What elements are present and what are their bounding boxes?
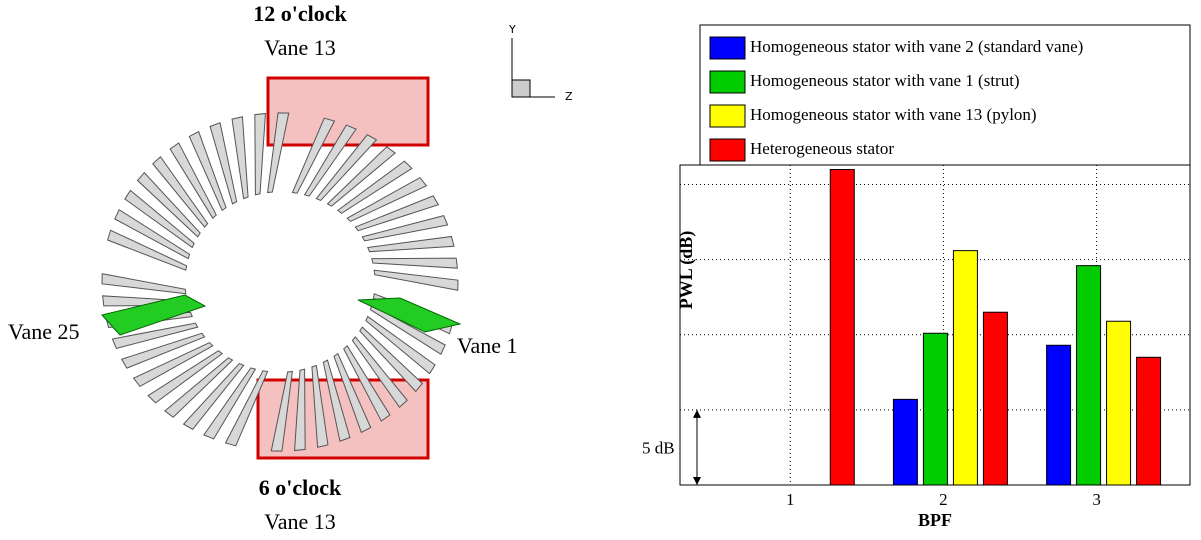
vane [361, 214, 449, 242]
x-tick-label: 1 [786, 490, 795, 509]
vane [120, 332, 206, 369]
legend-swatch [709, 36, 746, 60]
vane [267, 112, 290, 194]
legend-label: Homogeneous stator with vane 13 (pylon) [750, 105, 1037, 124]
bar [1046, 344, 1072, 486]
legend-label: Heterogeneous stator [750, 139, 894, 158]
vane [164, 357, 234, 418]
vane [136, 171, 201, 238]
vane [270, 370, 293, 452]
bar [1076, 265, 1102, 486]
vane [369, 304, 446, 356]
legend-swatch [709, 104, 746, 128]
vane [367, 235, 455, 253]
vane [333, 352, 372, 434]
legend-swatch [709, 138, 746, 162]
arrowhead [693, 409, 701, 418]
vane [322, 359, 351, 442]
left-vane-label: Vane 25 [8, 319, 79, 344]
bar [982, 311, 1008, 486]
legend-swatch [709, 70, 746, 94]
vane [315, 133, 378, 202]
vane [132, 341, 214, 388]
stator-diagram [101, 76, 462, 460]
right-vane-label: Vane 1 [457, 333, 517, 358]
vane [147, 350, 223, 404]
y-axis-label: PWL (dB) [676, 231, 697, 310]
legend-label: Homogeneous stator with vane 1 (strut) [750, 71, 1020, 90]
vane [203, 367, 257, 440]
vane [311, 364, 329, 448]
vane [254, 112, 266, 196]
legend-box [699, 24, 1191, 166]
vane [303, 124, 357, 197]
bar [829, 169, 855, 486]
green-vane [357, 297, 462, 333]
vane [343, 345, 391, 422]
axis-triad [511, 38, 555, 98]
bar [1136, 356, 1162, 486]
vane [169, 142, 217, 219]
vane [346, 176, 428, 223]
arrowhead [693, 477, 701, 485]
legend-label: Homogeneous stator with vane 2 (standard… [750, 37, 1083, 56]
vane [124, 189, 195, 249]
bar [952, 250, 978, 486]
vane [209, 122, 238, 205]
vane [182, 362, 245, 431]
vane [231, 116, 249, 200]
vane [337, 160, 413, 214]
vane [152, 155, 209, 228]
bottom-label: 6 o'clock [259, 475, 342, 500]
x-tick-label: 3 [1092, 490, 1101, 509]
vane [291, 117, 336, 194]
vane [114, 208, 191, 260]
vane [371, 257, 458, 269]
vane [359, 326, 424, 393]
vane [101, 273, 187, 295]
bar [922, 332, 948, 486]
vane [106, 229, 188, 271]
axis-y-label: Y [508, 23, 516, 36]
bottom-vane: Vane 13 [264, 509, 335, 534]
axis-z-label: Z [565, 90, 573, 103]
bar [1106, 320, 1132, 486]
vane [111, 322, 199, 350]
x-tick-label: 2 [939, 490, 948, 509]
vane [354, 195, 440, 232]
vane [188, 130, 227, 212]
vane [365, 315, 436, 375]
top-vane: Vane 13 [264, 35, 335, 60]
vane [351, 336, 408, 409]
vane [224, 370, 269, 447]
green-vane [101, 294, 207, 336]
bar [892, 398, 918, 486]
vane [294, 368, 306, 452]
vane [326, 146, 396, 207]
top-label: 12 o'clock [253, 1, 347, 26]
vane [373, 269, 459, 291]
x-axis-label: BPF [918, 510, 952, 530]
scale-label: 5 dB [642, 438, 675, 457]
bar-chart: 1 2 3 BPF PWL (dB) 5 dB Homogeneous stator wit… [642, 24, 1191, 530]
